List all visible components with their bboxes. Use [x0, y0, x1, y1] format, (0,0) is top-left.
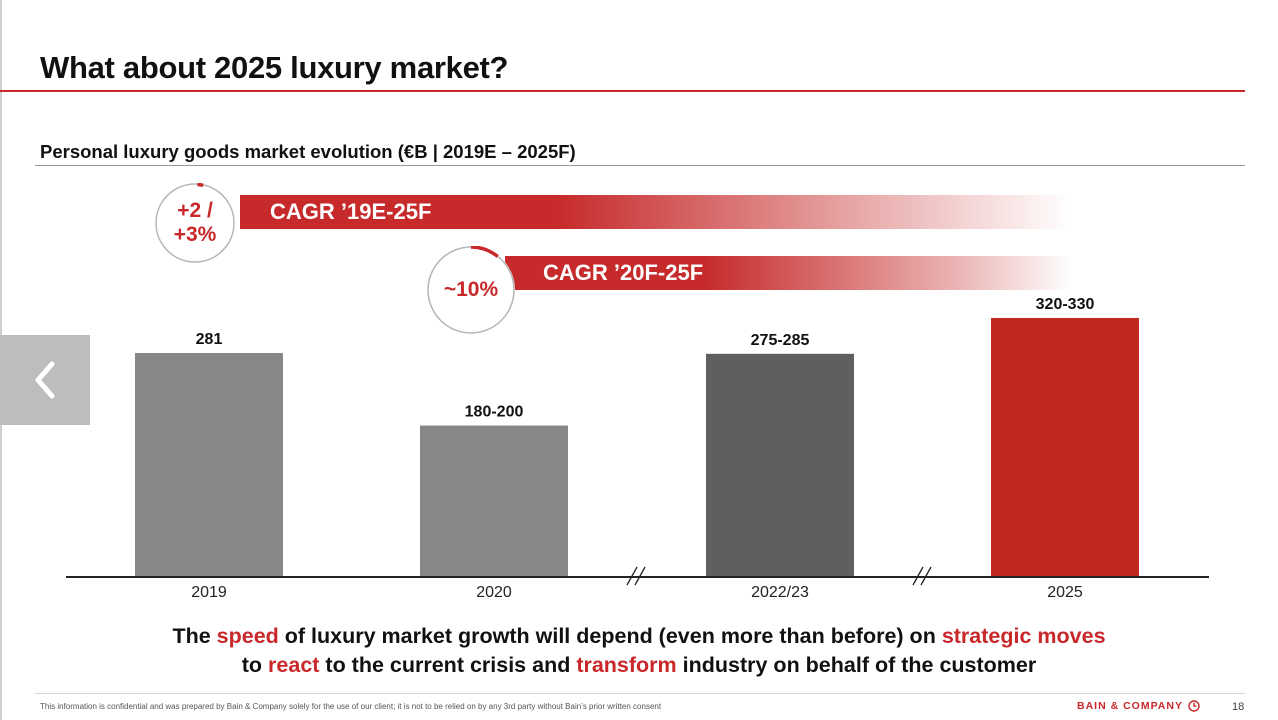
- bar-2019: [135, 353, 283, 577]
- chart-title: Personal luxury goods market evolution (…: [40, 141, 576, 162]
- x-tick-label: 2019: [191, 584, 227, 601]
- cagr-value-line: +3%: [173, 223, 217, 246]
- cagr-band-20-25: CAGR ’20F-25F: [505, 256, 1072, 290]
- footer-divider: [35, 693, 1245, 694]
- data-label: 320-330: [1036, 296, 1095, 313]
- axis-break-stroke: [912, 566, 924, 586]
- cagr-band-19-25: CAGR ’19E-25F: [240, 195, 1072, 229]
- bain-clock-icon: [1188, 700, 1200, 712]
- cagr-value-line: +2 /: [177, 198, 213, 222]
- takeaway-highlight: speed: [216, 624, 279, 648]
- takeaway-line-2: to react to the current crisis and trans…: [0, 651, 1278, 680]
- cagr-ring-icon: [427, 246, 515, 334]
- previous-slide-button[interactable]: [0, 335, 90, 425]
- cagr-value: ~10%: [443, 277, 499, 301]
- takeaway-text-segment: of luxury market growth will depend (eve…: [278, 624, 942, 648]
- brand-name: BAIN & COMPANY: [1077, 700, 1183, 712]
- bar-chart: 281 2019 180-200 2020 275-285 2022/23 320-330 2…: [66, 296, 1209, 601]
- title-divider: [0, 90, 1245, 92]
- cagr-value: +2 / +3%: [174, 199, 217, 247]
- page-title: What about 2025 luxury market?: [40, 50, 509, 85]
- takeaway-highlight: transform: [576, 653, 677, 677]
- chart-title-divider: [35, 165, 1245, 166]
- cagr-band-label: CAGR ’20F-25F: [543, 260, 704, 285]
- cagr-badge-20-25: ~10%: [427, 246, 515, 334]
- axis-break-stroke: [626, 566, 638, 586]
- page-number: 18: [1232, 701, 1245, 713]
- bar-2020: [420, 425, 568, 577]
- takeaway-highlight: react: [268, 653, 320, 677]
- data-label: 275-285: [751, 332, 810, 349]
- takeaway-text-segment: to the current crisis and: [319, 653, 577, 677]
- takeaway-line-1: The speed of luxury market growth will d…: [0, 622, 1278, 651]
- takeaway-text: The speed of luxury market growth will d…: [0, 622, 1278, 680]
- chevron-left-icon: [35, 361, 55, 399]
- data-label: 180-200: [465, 404, 524, 421]
- takeaway-text-segment: The: [172, 624, 217, 648]
- disclaimer: This information is confidential and was…: [40, 702, 662, 711]
- axis-break-stroke: [920, 566, 932, 586]
- bar-202223: [706, 353, 854, 577]
- cagr-badge-19-25: +2 / +3%: [155, 183, 235, 263]
- axis-break-icon: [912, 566, 932, 586]
- data-label: 281: [196, 331, 223, 348]
- bar-2025: [991, 317, 1139, 577]
- takeaway-highlight: strategic moves: [941, 624, 1106, 648]
- axis-break-icon: [626, 566, 646, 586]
- cagr-ring-icon: [155, 183, 235, 263]
- x-tick-label: 2025: [1047, 584, 1083, 601]
- brand-logo: BAIN & COMPANY: [1077, 700, 1200, 712]
- axis-break-stroke: [634, 566, 646, 586]
- takeaway-text-segment: to: [241, 653, 269, 677]
- takeaway-text-segment: industry on behalf of the customer: [676, 653, 1037, 677]
- cagr-band-label: CAGR ’19E-25F: [270, 199, 432, 224]
- x-tick-label: 2020: [476, 584, 512, 601]
- x-tick-label: 2022/23: [751, 584, 809, 601]
